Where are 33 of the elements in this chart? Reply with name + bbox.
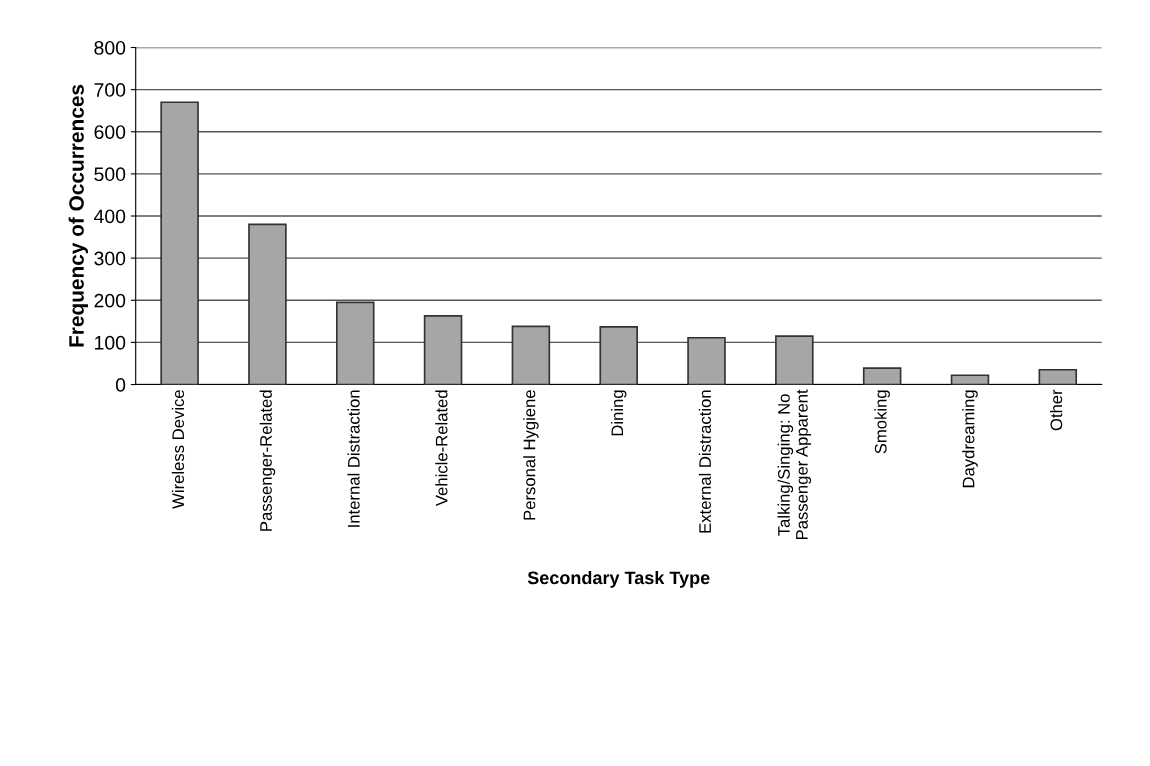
y-tick-label: 600: [94, 125, 126, 139]
bar: [335, 301, 375, 385]
bar: [862, 367, 902, 385]
x-tick-label: Dining: [610, 390, 627, 436]
y-tick-label: 300: [94, 251, 126, 266]
x-tick-label: Daydreaming: [962, 390, 978, 488]
bar: [248, 223, 287, 385]
bar: [511, 325, 551, 385]
bar: [599, 325, 638, 385]
y-axis-title: Frequency of Occurrences: [68, 84, 88, 347]
x-tick-label: External Distraction: [698, 390, 711, 533]
x-tick-label: Passenger-Related: [259, 390, 276, 531]
bar: [950, 374, 990, 385]
y-tick-label: 0: [115, 378, 126, 392]
bar: [423, 315, 463, 385]
bar: [775, 335, 814, 385]
y-tick-label: 500: [94, 167, 126, 182]
y-tick-label: 100: [95, 335, 126, 350]
x-tick-label: Personal Hygiene: [523, 390, 539, 520]
x-tick-label: Talking/Singing: No Passenger Apparent: [777, 389, 812, 540]
y-tick-label: 200: [94, 293, 126, 308]
bar: [1038, 368, 1078, 385]
y-tick-label: 800: [94, 40, 126, 55]
x-tick-label: Wireless Device: [171, 390, 185, 509]
y-tick-label: 400: [93, 209, 126, 224]
y-tick-label: 700: [94, 83, 126, 97]
x-tick-label: Internal Distraction: [347, 390, 360, 527]
x-tick-label: Other: [1050, 389, 1063, 431]
x-axis-title: Secondary Task Type: [527, 570, 710, 588]
bar: [160, 101, 199, 385]
bar: [687, 336, 726, 385]
x-tick-label: Vehicle-Related: [435, 390, 448, 507]
x-tick-label: Smoking: [874, 390, 890, 454]
